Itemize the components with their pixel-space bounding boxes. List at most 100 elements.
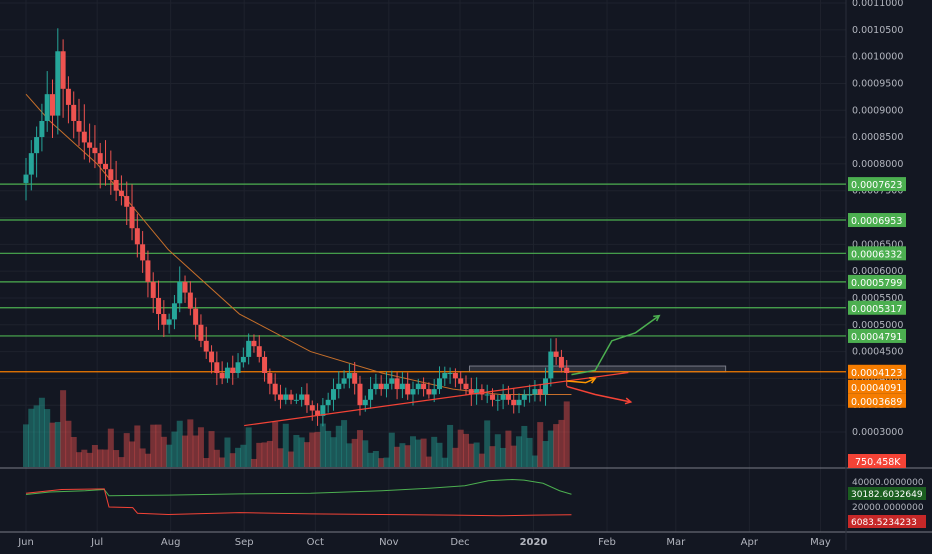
volume-bar [542, 441, 549, 467]
candle-body [341, 378, 347, 384]
indicator-value-bg [848, 515, 926, 528]
projection-path [571, 315, 660, 376]
indicator-line [25, 478, 572, 497]
candle-body [50, 94, 56, 116]
volume-bar [484, 420, 491, 467]
volume-bar [341, 420, 348, 467]
volume-bar [219, 457, 226, 467]
volume-bar [166, 444, 173, 467]
candle-body [368, 389, 374, 400]
candle-body [262, 356, 268, 374]
candle-body [463, 383, 469, 390]
volume-bar [420, 438, 427, 467]
trendline [244, 371, 629, 427]
candle-body [474, 389, 480, 395]
volume-bar [383, 457, 390, 467]
candle-body [256, 346, 262, 357]
candle-body [320, 405, 326, 416]
candle-body [203, 340, 209, 352]
volume-bar [91, 444, 98, 467]
candle-body [516, 399, 522, 406]
price-marker: 0.0004091 [851, 383, 902, 394]
volume-bar [404, 445, 411, 467]
candle-body [235, 362, 241, 374]
candle-body [277, 394, 283, 400]
candle-body [283, 394, 289, 400]
candle-body [330, 389, 336, 400]
volume-bar [150, 424, 157, 467]
volume-bar [399, 443, 406, 467]
candle-body [145, 260, 151, 282]
price-tick-label: 0.0005000 [852, 320, 903, 331]
volume-bar [362, 440, 369, 467]
price-tick-label: 0.0005500 [852, 293, 903, 304]
volume-bar [314, 431, 321, 467]
volume-bar [272, 421, 279, 467]
candle-body [34, 137, 40, 154]
volume-bar [563, 401, 570, 467]
volume-bars [23, 390, 570, 467]
volume-bar [97, 449, 104, 467]
volume-bar [240, 444, 247, 467]
level-label-bg [848, 328, 906, 343]
volume-bar [303, 442, 310, 467]
volume-bar [388, 432, 395, 467]
candle-body [272, 383, 278, 395]
level-label: 0.0006332 [851, 249, 902, 260]
indicator-value-label: 6083.5234233 [851, 518, 917, 528]
candle-body [442, 373, 448, 379]
candle-body [553, 351, 559, 357]
candle-body [399, 383, 405, 390]
volume-bar [367, 452, 374, 467]
price-tick-label: 0.0008500 [852, 132, 903, 143]
indicator-value-label: 30182.6032649 [851, 490, 923, 500]
candle-body [230, 367, 236, 374]
level-label: 0.0006953 [851, 216, 902, 227]
volume-bar [261, 442, 268, 467]
time-tick-label: Jul [90, 537, 103, 548]
candle-body [182, 281, 188, 293]
volume-bar [182, 435, 189, 467]
volume-bar [282, 423, 289, 467]
volume-bar [309, 432, 316, 467]
price-tick-label: 0.0010000 [852, 52, 903, 63]
candle-body [198, 324, 204, 341]
candle-body [378, 383, 384, 390]
volume-bar [505, 430, 512, 467]
candle-body [500, 394, 506, 400]
candle-body [352, 373, 358, 384]
candle-body [505, 394, 511, 400]
candle-body [336, 383, 342, 390]
candle-body [468, 389, 474, 395]
candle-body [362, 399, 368, 406]
candle-body [267, 373, 273, 384]
candle-body [108, 169, 114, 180]
volume-bar [224, 437, 231, 467]
candle-body [415, 383, 421, 390]
volume-bar [113, 450, 120, 467]
volume-bar [494, 434, 501, 467]
volume-bar [134, 425, 141, 467]
candle-body [150, 281, 156, 298]
indicator-tick-label: 40000.0000000 [852, 478, 924, 488]
candle-body [156, 297, 162, 315]
level-label: 0.0004123 [851, 368, 902, 379]
projection-arrowhead [653, 314, 661, 322]
candle-body [394, 378, 400, 390]
volume-bar [319, 423, 326, 467]
volume-bar [478, 453, 485, 467]
time-tick-label: Jun [17, 537, 34, 548]
volume-bar [558, 419, 565, 467]
volume-bar [463, 433, 470, 467]
candle-body [309, 405, 315, 411]
volume-bar [70, 436, 77, 467]
volume-bar [129, 441, 136, 467]
price-tick-label: 0.0006000 [852, 266, 903, 277]
volume-bar [192, 435, 199, 467]
candle-body [81, 131, 87, 143]
volume-bar [553, 424, 560, 467]
time-tick-label: May [810, 537, 831, 548]
volume-bar [473, 442, 480, 467]
